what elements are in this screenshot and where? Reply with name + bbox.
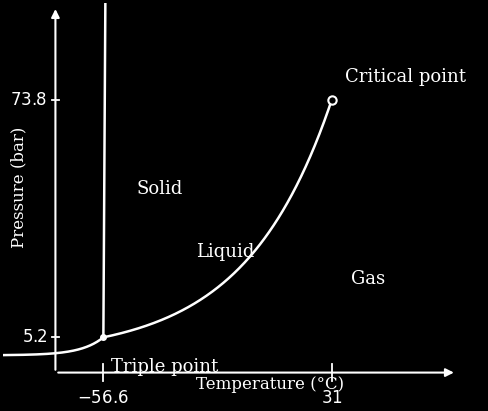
Text: Triple point: Triple point	[111, 358, 219, 376]
Text: $73.8$: $73.8$	[10, 92, 48, 109]
Text: Solid: Solid	[137, 180, 183, 199]
Text: $31$: $31$	[321, 390, 343, 407]
Text: Gas: Gas	[351, 270, 385, 288]
Text: Critical point: Critical point	[345, 68, 466, 86]
Text: $5.2$: $5.2$	[21, 329, 48, 346]
Text: Liquid: Liquid	[196, 242, 254, 261]
Text: Pressure (bar): Pressure (bar)	[10, 127, 27, 248]
Text: $-56.6$: $-56.6$	[78, 390, 129, 407]
Text: Temperature (°C): Temperature (°C)	[196, 376, 345, 393]
